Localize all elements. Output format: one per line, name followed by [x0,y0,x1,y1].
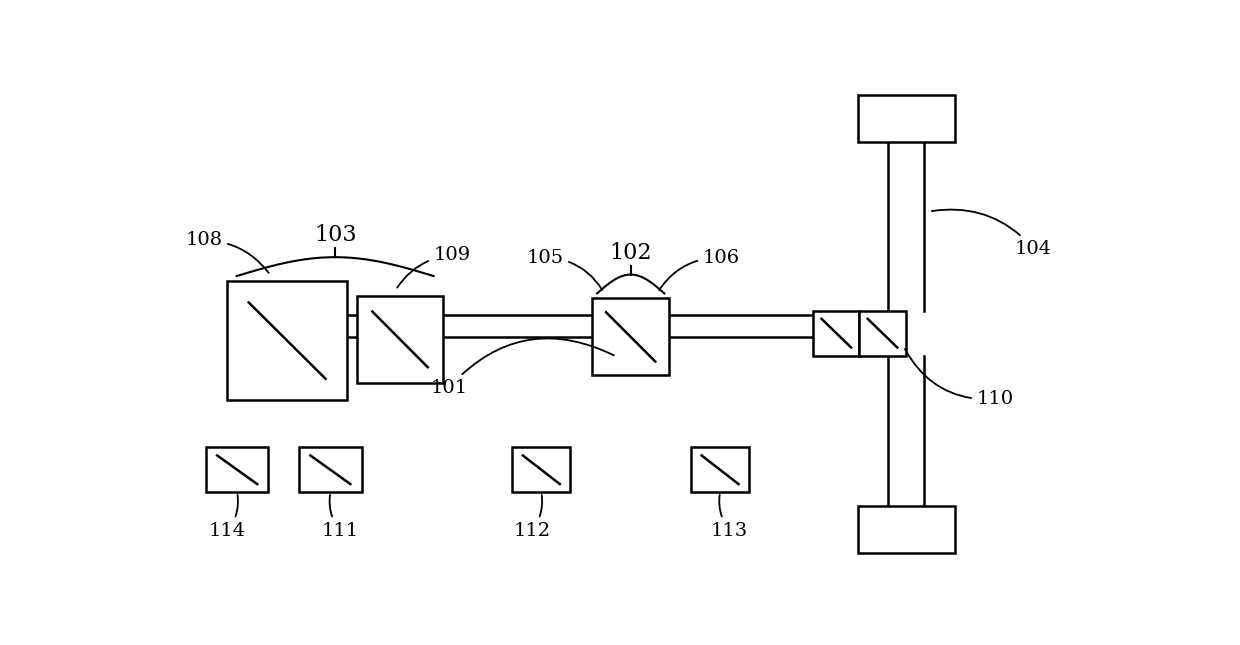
Text: 102: 102 [609,242,652,264]
Text: 105: 105 [526,249,603,290]
Text: 106: 106 [660,249,740,290]
Text: 108: 108 [185,232,269,273]
Text: 112: 112 [513,495,551,540]
Bar [512,448,570,492]
Text: 109: 109 [397,246,471,288]
Text: 111: 111 [321,495,358,540]
Text: 101: 101 [430,339,614,397]
Bar [357,296,444,383]
Text: 103: 103 [314,224,357,246]
Bar [206,448,268,492]
Bar [858,95,955,142]
Bar [299,448,362,492]
Bar [227,281,347,400]
Text: 104: 104 [931,210,1053,258]
Text: 113: 113 [711,495,748,540]
Bar [593,299,670,375]
Bar [691,448,749,492]
Bar [813,311,859,355]
Bar [859,311,905,355]
Text: 110: 110 [905,349,1014,408]
Text: 114: 114 [210,495,246,540]
Bar [858,506,955,553]
